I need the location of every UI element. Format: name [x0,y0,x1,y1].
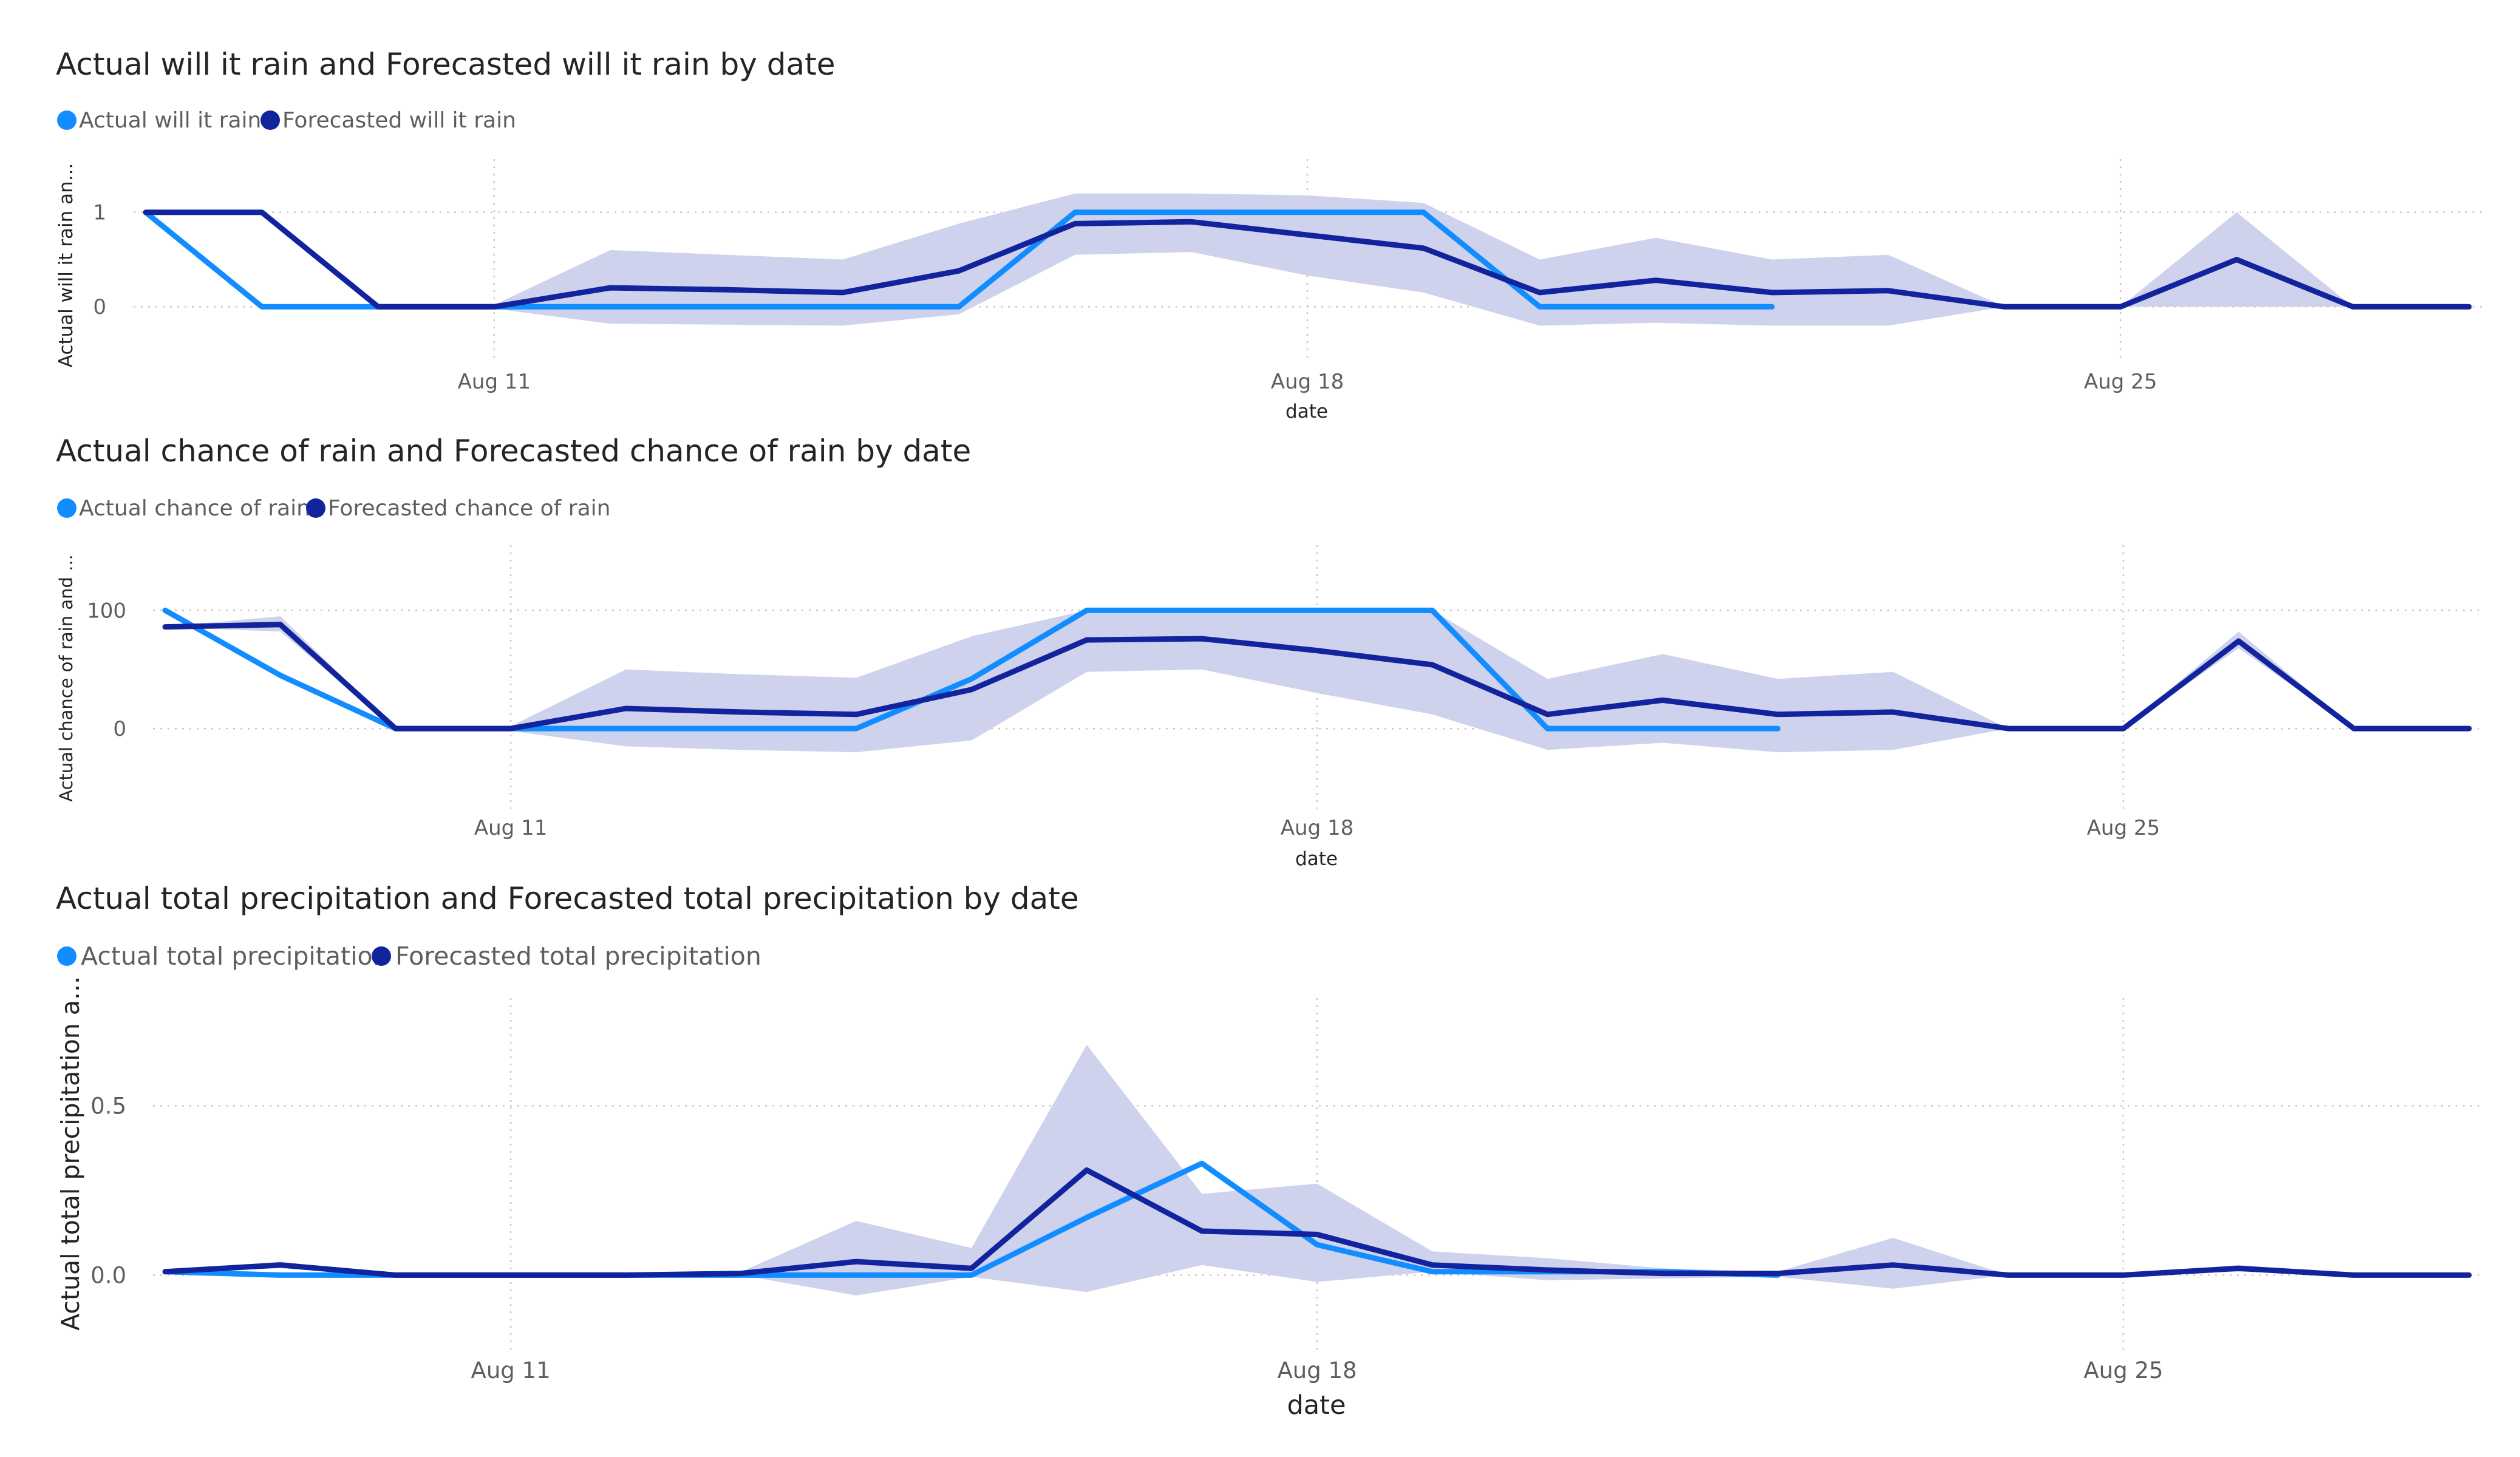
legend-marker-forecast [261,110,280,130]
legend-label-forecast[interactable]: Forecasted chance of rain [328,496,610,521]
legend-marker-forecast [306,498,325,518]
y-tick-label: 1 [93,201,106,225]
legend-label-forecast[interactable]: Forecasted will it rain [282,108,516,133]
x-axis-title: date [1286,401,1328,423]
will-it-rain-chart[interactable]: Actual will it rain and Forecasted will … [55,47,2484,423]
forecast-series-line [162,622,2472,732]
forecast-confidence-band [165,608,2469,753]
x-tick-label: Aug 18 [1277,1357,1357,1384]
total-precipitation-chart[interactable]: Actual total precipitation and Forecaste… [56,881,2484,1421]
y-tick-label: 0 [113,717,126,741]
plot-area: 0 1 Aug 11 Aug 18 Aug 25 [93,159,2484,394]
y-tick-label: 0.0 [90,1262,126,1288]
x-tick-label: Aug 25 [2083,1357,2163,1384]
plot-area: 0.0 0.5 Aug 11 Aug 18 Aug 25 [90,998,2484,1384]
x-tick-label: Aug 11 [474,816,547,840]
chart-title: Actual chance of rain and Forecasted cha… [56,433,971,469]
x-axis-title: date [1295,848,1338,870]
legend-label-actual[interactable]: Actual total precipitation [81,942,389,971]
chance-of-rain-chart[interactable]: Actual chance of rain and Forecasted cha… [56,433,2484,870]
legend-marker-forecast [372,946,391,966]
y-tick-label: 0 [93,295,106,319]
forecast-series-line [143,209,2472,310]
y-tick-label: 0.5 [90,1093,126,1119]
x-tick-label: Aug 18 [1271,370,1344,394]
x-tick-label: Aug 18 [1281,816,1354,840]
legend-label-actual[interactable]: Actual chance of rain [79,496,310,521]
x-tick-label: Aug 11 [458,370,531,394]
forecast-series-line [162,1167,2472,1278]
x-axis-title: date [1287,1390,1346,1421]
x-tick-label: Aug 11 [471,1357,551,1384]
x-tick-label: Aug 25 [2084,370,2157,394]
y-axis-title: Actual will it rain an... [55,163,77,368]
plot-area: 0 100 Aug 11 Aug 18 Aug 25 [87,545,2484,840]
legend-label-actual[interactable]: Actual will it rain [79,108,261,133]
y-axis-title: Actual total precipitation a... [56,976,85,1331]
legend-marker-actual [57,946,77,966]
y-tick-label: 100 [87,599,126,623]
legend-label-forecast[interactable]: Forecasted total precipitation [395,942,761,971]
legend-marker-actual [57,110,77,130]
x-tick-label: Aug 25 [2087,816,2160,840]
chart-title: Actual will it rain and Forecasted will … [56,47,835,82]
y-axis-title: Actual chance of rain and ... [56,554,77,802]
legend-marker-actual [57,498,77,518]
chart-title: Actual total precipitation and Forecaste… [56,881,1079,916]
